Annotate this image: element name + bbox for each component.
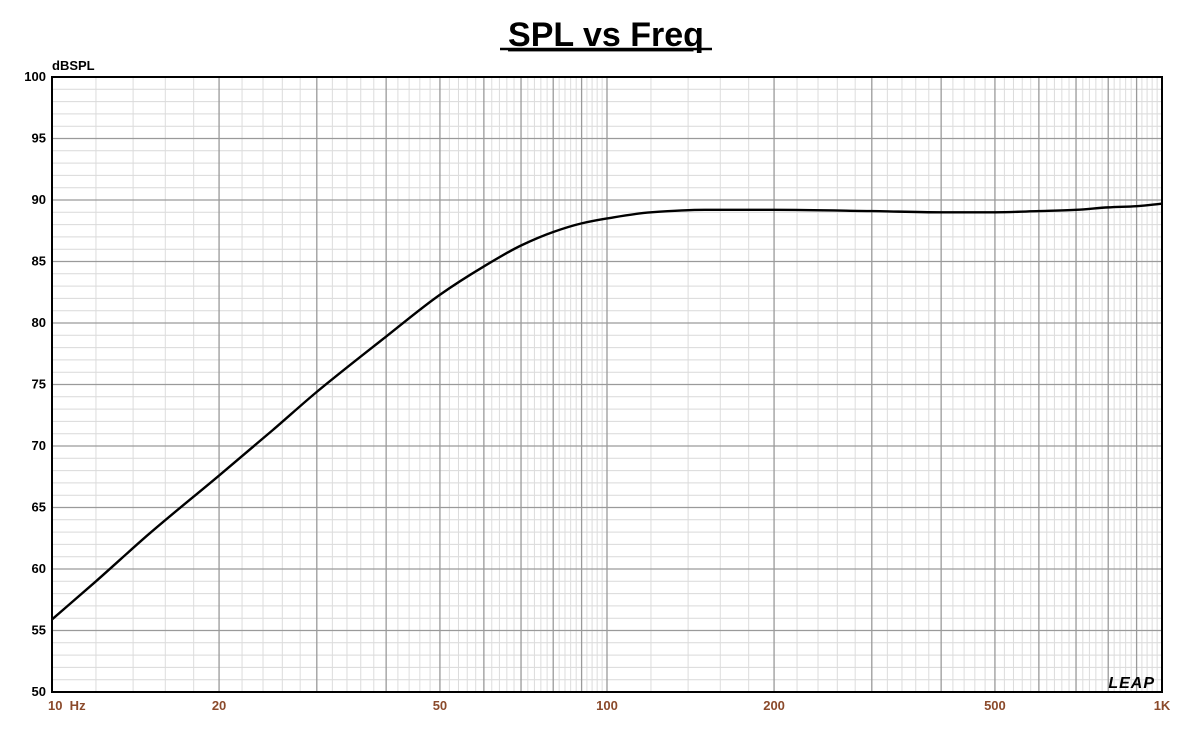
y-tick-label: 50 bbox=[32, 684, 46, 699]
y-tick-label: 70 bbox=[32, 438, 46, 453]
y-tick-label: 55 bbox=[32, 623, 46, 638]
leap-logo: LEAP bbox=[1108, 675, 1155, 692]
x-tick-label: 500 bbox=[984, 698, 1006, 713]
x-tick-label: 200 bbox=[763, 698, 785, 713]
x-tick-labels: 10 Hz 20 50 100 200 500 1K bbox=[48, 698, 1171, 713]
plot-frame bbox=[51, 76, 1163, 693]
y-axis-label: dBSPL bbox=[52, 58, 95, 73]
x-tick-label: 20 bbox=[212, 698, 226, 713]
y-tick-label: 75 bbox=[32, 377, 46, 392]
x-tick-label: 1K bbox=[1154, 698, 1171, 713]
y-tick-label: 85 bbox=[32, 254, 46, 269]
spl-curve bbox=[51, 202, 1163, 621]
y-tick-labels: 50 55 60 65 70 75 80 85 90 95 100 bbox=[24, 69, 46, 699]
y-tick-label: 90 bbox=[32, 192, 46, 207]
x-tick-label: 50 bbox=[433, 698, 447, 713]
y-tick-label: 60 bbox=[32, 561, 46, 576]
x-tick-label: 100 bbox=[596, 698, 618, 713]
y-tick-label: 80 bbox=[32, 315, 46, 330]
y-tick-label: 65 bbox=[32, 500, 46, 515]
x-tick-label: 10 Hz bbox=[48, 698, 86, 713]
grid-lines bbox=[52, 77, 1162, 692]
y-tick-label: 95 bbox=[32, 131, 46, 146]
y-tick-label: 100 bbox=[24, 69, 46, 84]
chart-title: SPL vs Freq bbox=[508, 16, 704, 54]
